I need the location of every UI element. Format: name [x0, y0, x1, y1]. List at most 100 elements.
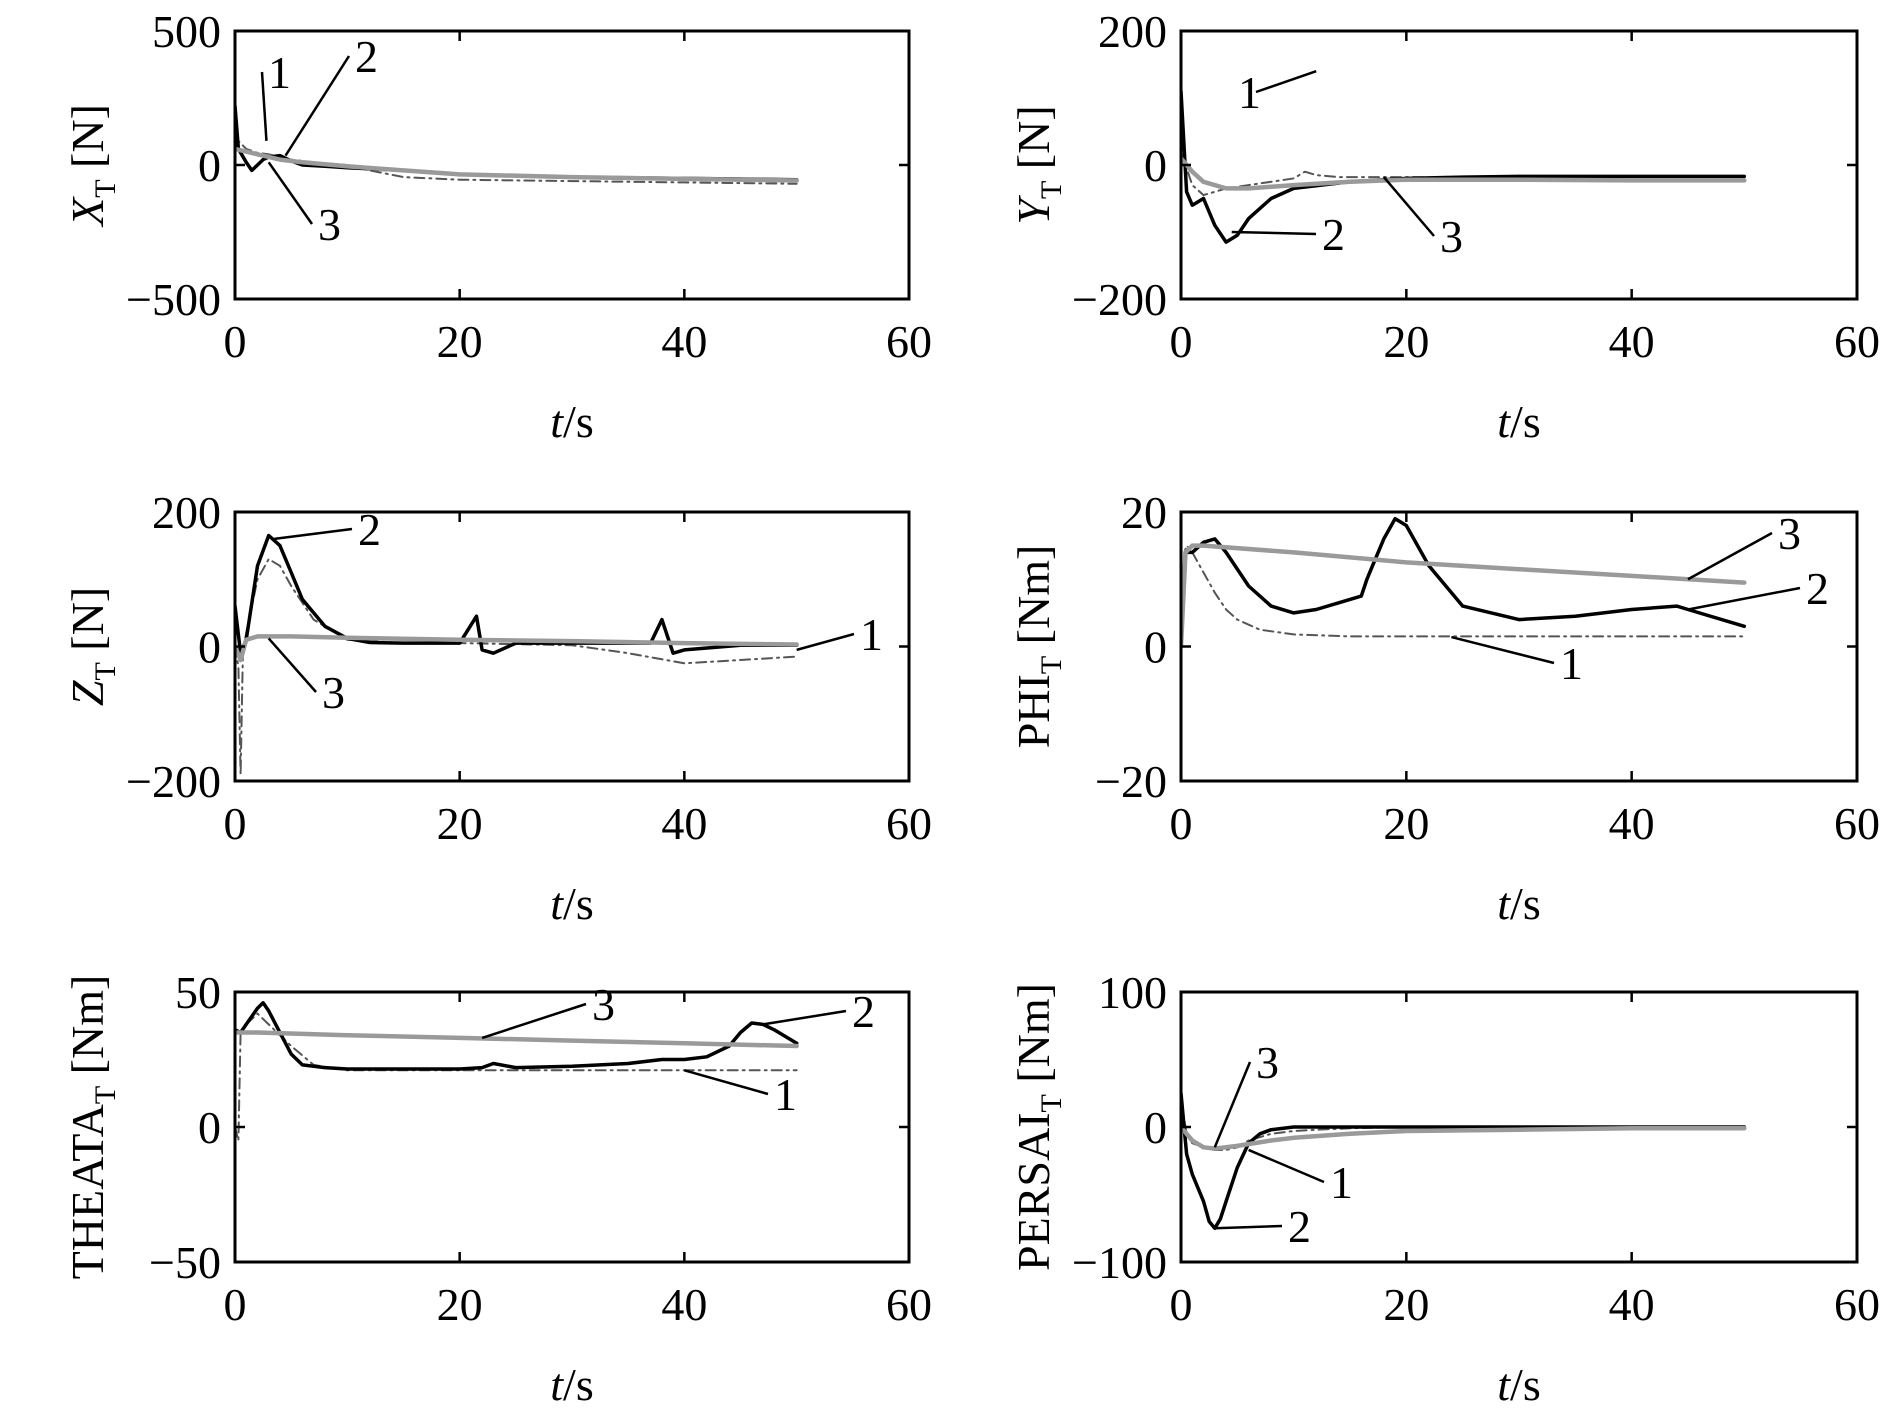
- series-3-line: [235, 1030, 799, 1049]
- series-2-line: [235, 1001, 799, 1071]
- x-axis-label: t/s: [1497, 878, 1540, 929]
- y-tick-label: 0: [198, 1102, 221, 1153]
- y-tick-label: −100: [1072, 1237, 1167, 1288]
- series-2-line: [1181, 1091, 1747, 1231]
- callout-label: 3: [322, 667, 345, 718]
- x-tick-label: 0: [1170, 798, 1193, 849]
- y-axis-label: XT [N]: [62, 104, 122, 228]
- y-axis-label: THEATAT [Nm]: [62, 975, 122, 1280]
- series-3-line: [1181, 543, 1747, 649]
- x-tick-label: 40: [1609, 798, 1655, 849]
- callout-label: 3: [592, 979, 615, 1030]
- x-tick-label: 20: [437, 316, 483, 367]
- y-tick-label: 200: [1098, 6, 1167, 57]
- callout-leader: [683, 1069, 769, 1096]
- callout-leader: [1255, 70, 1317, 94]
- series-1-line: [1181, 544, 1746, 648]
- callout-label: 3: [318, 199, 341, 250]
- axes-frame: [233, 990, 911, 1264]
- callout-label: 1: [860, 609, 883, 660]
- x-tick-label: 20: [1383, 316, 1429, 367]
- callout-leader: [1687, 586, 1801, 611]
- x-tick-label: 0: [224, 798, 247, 849]
- callout-leader: [1382, 176, 1435, 237]
- x-tick-label: 60: [886, 1279, 932, 1330]
- y-tick-label: 0: [1144, 1102, 1167, 1153]
- x-axis-label: t/s: [1497, 396, 1540, 447]
- y-tick-label: −500: [126, 274, 221, 325]
- callout-leader: [274, 527, 353, 541]
- y-tick-label: −200: [126, 756, 221, 807]
- callout-label: 1: [774, 1069, 797, 1120]
- y-axis-label: ZT [N]: [62, 587, 122, 706]
- x-tick-label: 40: [661, 798, 707, 849]
- callout-leader: [1248, 1148, 1325, 1184]
- y-tick-label: 200: [152, 487, 221, 538]
- x-axis-label: t/s: [550, 878, 593, 929]
- series-1-line: [235, 102, 798, 185]
- series-2-line: [235, 533, 799, 655]
- y-tick-label: 0: [1144, 140, 1167, 191]
- series-2-line: [1181, 516, 1747, 649]
- x-tick-label: 20: [437, 1279, 483, 1330]
- y-tick-label: −200: [1072, 274, 1167, 325]
- callout-leader: [284, 55, 351, 157]
- x-tick-label: 20: [1383, 798, 1429, 849]
- x-tick-label: 0: [1170, 316, 1193, 367]
- callout-leader: [267, 637, 317, 693]
- callout-leader: [1231, 230, 1317, 236]
- callout-label: 2: [355, 31, 378, 82]
- y-tick-label: 100: [1098, 967, 1167, 1018]
- callout-label: 3: [1440, 211, 1463, 262]
- y-tick-label: 20: [1121, 487, 1167, 538]
- callout-leader: [260, 71, 268, 141]
- x-tick-label: 0: [1170, 1279, 1193, 1330]
- callout-label: 2: [358, 504, 381, 555]
- series-2-line: [1181, 89, 1747, 244]
- x-tick-label: 40: [661, 1279, 707, 1330]
- series-3-line: [235, 146, 799, 183]
- callout-leader: [1687, 531, 1773, 581]
- callout-label: 2: [1806, 563, 1829, 614]
- y-tick-label: 0: [198, 140, 221, 191]
- x-tick-label: 40: [661, 316, 707, 367]
- y-tick-label: 50: [175, 967, 221, 1018]
- y-axis-label: YT [N]: [1008, 105, 1068, 224]
- callout-label: 1: [1560, 638, 1583, 689]
- series-3-line: [1181, 156, 1747, 191]
- y-axis-label: PHIT [Nm]: [1008, 545, 1068, 749]
- callout-label: 1: [1330, 1157, 1353, 1208]
- x-tick-label: 60: [1834, 1279, 1880, 1330]
- y-tick-label: 0: [1144, 622, 1167, 673]
- x-tick-label: 60: [1834, 798, 1880, 849]
- callout-leader: [1214, 1224, 1283, 1230]
- series-1-line: [235, 558, 798, 776]
- x-axis-label: t/s: [550, 1359, 593, 1410]
- y-tick-label: −50: [149, 1237, 221, 1288]
- x-tick-label: 60: [886, 798, 932, 849]
- x-tick-label: 60: [886, 316, 932, 367]
- callout-leader: [481, 1002, 587, 1040]
- x-tick-label: 60: [1834, 316, 1880, 367]
- y-tick-label: 0: [198, 622, 221, 673]
- y-tick-label: 500: [152, 6, 221, 57]
- axes-frame: [1179, 29, 1859, 301]
- callout-leader: [1213, 1061, 1252, 1148]
- callout-leader: [796, 632, 855, 652]
- x-tick-label: 0: [224, 1279, 247, 1330]
- callout-label: 2: [1288, 1201, 1311, 1252]
- y-axis-label: PERSAIT [Nm]: [1008, 983, 1068, 1271]
- x-axis-label: t/s: [1497, 1359, 1540, 1410]
- series-2-line: [235, 104, 799, 182]
- y-tick-label: −20: [1095, 756, 1167, 807]
- x-tick-label: 40: [1609, 316, 1655, 367]
- series-3-line: [235, 634, 799, 663]
- callout-label: 1: [268, 47, 291, 98]
- callout-label: 1: [1238, 67, 1261, 118]
